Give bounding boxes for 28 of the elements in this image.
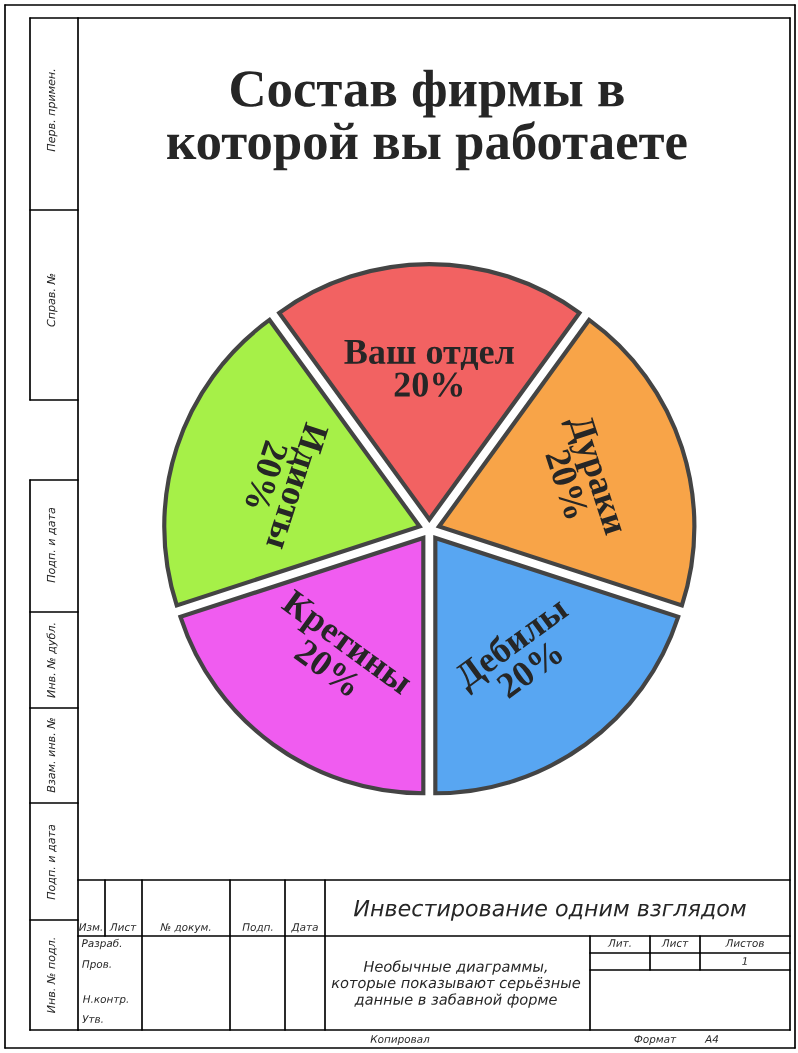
chart-title: Состав фирмы в которой вы работаете: [167, 69, 687, 171]
text: Копировал: [370, 1035, 430, 1046]
text: Утв.: [82, 1015, 103, 1023]
text: Н.контр.: [82, 995, 128, 1006]
text: Лист: [661, 939, 689, 948]
text: Взам. инв. №: [46, 718, 56, 793]
text: Перв. примен.: [46, 69, 58, 152]
text: А4: [704, 1035, 719, 1043]
data-label: 20%: [394, 372, 463, 397]
text: Пров.: [82, 960, 111, 971]
text: № докум.: [159, 923, 211, 934]
text: Лист: [109, 923, 137, 932]
text: Листов: [725, 939, 764, 948]
text: Подп. и дата: [46, 824, 57, 900]
text: Разраб.: [81, 938, 122, 950]
text: Инв. № подл.: [46, 938, 57, 1014]
text: Подп.: [242, 923, 273, 933]
text: Изм.: [79, 923, 102, 932]
text: Лит.: [607, 939, 631, 947]
text: Инв. № дубл.: [46, 623, 58, 698]
text: Подп. и дата: [46, 507, 57, 583]
text: Инвестирование одним взглядом: [353, 899, 746, 921]
text: Дата: [291, 923, 318, 933]
slice-label: Ваш отдел: [344, 340, 514, 370]
text: Необычные диаграммы, которые показывают серьёзные данные в забавной форме: [331, 960, 581, 1008]
text: Формат: [634, 1035, 677, 1046]
text: Справ. №: [46, 273, 58, 327]
text: 1: [742, 957, 747, 965]
